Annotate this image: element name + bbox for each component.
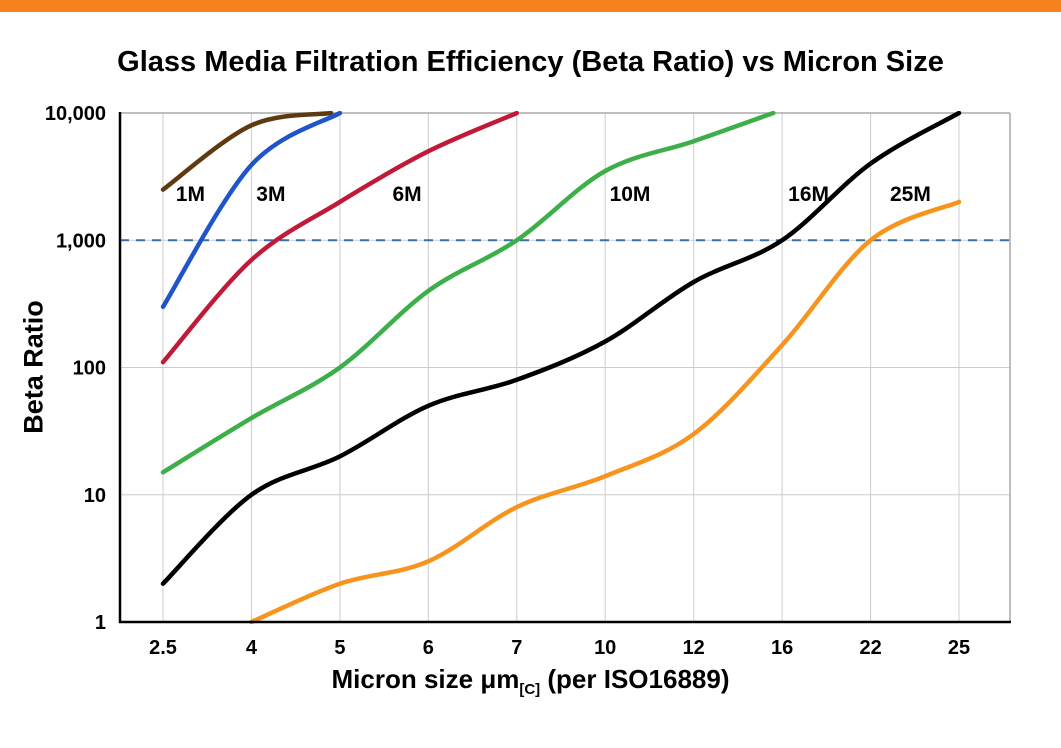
series-label-10M: 10M xyxy=(610,183,651,206)
y-tick-label: 10 xyxy=(84,485,106,507)
x-tick-label: 12 xyxy=(683,637,705,659)
y-tick-label: 100 xyxy=(73,358,106,380)
x-axis-title-main: Micron size μm xyxy=(331,664,520,694)
x-tick-label: 7 xyxy=(511,637,522,659)
x-tick-label: 5 xyxy=(334,637,345,659)
series-curve-10M xyxy=(160,111,776,475)
series-curve-1M xyxy=(160,111,334,192)
x-tick-label: 16 xyxy=(771,637,793,659)
y-tick-label: 1,000 xyxy=(56,230,106,252)
x-tick-label: 4 xyxy=(246,637,258,659)
x-tick-label: 22 xyxy=(859,637,881,659)
series-label-1M: 1M xyxy=(176,183,205,206)
x-tick-label: 6 xyxy=(423,637,434,659)
top-accent-bar xyxy=(0,0,1061,12)
chart-title: Glass Media Filtration Efficiency (Beta … xyxy=(117,46,944,78)
series-label-25M: 25M xyxy=(890,183,931,206)
series-label-3M: 3M xyxy=(256,183,285,206)
y-tick-label: 1 xyxy=(95,612,106,634)
x-axis-title: Micron size μm[C] (per ISO16889) xyxy=(0,664,1061,698)
x-axis-title-subscript: [C] xyxy=(519,681,541,699)
x-tick-label: 25 xyxy=(948,637,970,659)
series-curve-6M xyxy=(160,111,520,365)
x-tick-label: 2.5 xyxy=(149,637,177,659)
series-curve-3M xyxy=(160,111,343,310)
series-label-6M: 6M xyxy=(393,183,422,206)
series-curve-25M xyxy=(249,199,962,624)
x-tick-label: 10 xyxy=(594,637,616,659)
series-curve-16M xyxy=(160,111,962,586)
y-tick-label: 10,000 xyxy=(45,103,106,125)
series-curves xyxy=(160,111,962,624)
x-axis-title-suffix: (per ISO16889) xyxy=(540,664,730,694)
gridlines xyxy=(120,112,1011,622)
series-label-16M: 16M xyxy=(788,183,829,206)
